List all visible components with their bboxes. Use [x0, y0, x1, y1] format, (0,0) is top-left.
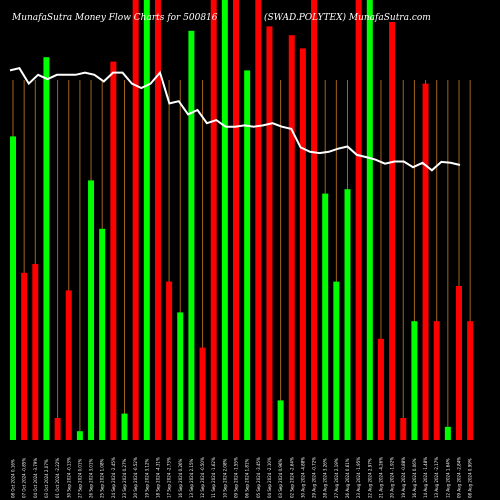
- money-flow-bar: [244, 70, 251, 441]
- money-flow-bar: [400, 418, 407, 440]
- money-flow-bar: [422, 83, 429, 440]
- money-flow-bar: [21, 272, 28, 440]
- money-flow-bar: [76, 431, 83, 440]
- date-label: 21 Aug 2024 -4.26%: [378, 457, 383, 498]
- money-flow-bar: [199, 347, 206, 440]
- money-flow-bar: [333, 281, 340, 440]
- date-label: 29 Aug 2024 -0.72%: [312, 457, 317, 498]
- money-flow-bar: [110, 61, 117, 440]
- date-label: 17 Sep 2024 -2.73%: [167, 457, 172, 498]
- money-flow-bar: [54, 418, 61, 440]
- date-label: 19 Aug 2024 -0.88%: [401, 457, 406, 498]
- money-flow-bars: [10, 0, 474, 441]
- money-flow-bar: [154, 0, 161, 440]
- date-label: 13 Aug 2024 -2.17%: [434, 457, 439, 498]
- date-label: 11 Sep 2024 -1.62%: [211, 457, 216, 498]
- chart-title-right: (SWAD.POLYTEX) MunafaSutra.com: [264, 12, 431, 23]
- date-label: 06 Sep 2024 1.81%: [245, 458, 250, 498]
- money-flow-bar: [255, 0, 262, 440]
- date-label: 04 Oct 2024 -3.79%: [33, 458, 38, 498]
- date-label: 24 Sep 2024 -2.45%: [111, 457, 116, 498]
- date-label: 22 Aug 2024 2.97%: [367, 458, 372, 498]
- money-flow-bar: [99, 228, 106, 440]
- money-flow-bar: [355, 0, 362, 440]
- money-flow-bar: [266, 26, 273, 441]
- chart-title-left: MunafaSutra Money Flow Charts for 500816: [11, 13, 218, 23]
- date-label: 04 Sep 2024 -2.10%: [267, 457, 272, 498]
- date-label: 27 Sep 2024 0.01%: [77, 458, 82, 498]
- date-label: 18 Sep 2024 -4.31%: [155, 457, 160, 498]
- date-label: 19 Sep 2024 3.12%: [144, 458, 149, 498]
- money-flow-bar: [444, 426, 451, 440]
- date-label: 02 Sep 2024 -2.64%: [289, 457, 294, 498]
- date-label: 09 Sep 2024 -1.55%: [234, 457, 239, 498]
- price-line: [9, 67, 461, 172]
- money-flow-bar: [188, 30, 195, 441]
- date-label: 13 Sep 2024 2.15%: [189, 458, 194, 498]
- date-label: 01 Oct 2024 -2.22%: [55, 458, 60, 498]
- money-flow-bar: [344, 189, 351, 440]
- money-flow-bar: [132, 0, 139, 440]
- date-label: 30 Aug 2024 -4.88%: [300, 457, 305, 498]
- date-labels: 08 Oct 2024 0.16% 07 Oct 2024 -0.85% 04 Oc…: [11, 457, 473, 498]
- date-label: 10 Sep 2024 2.08%: [222, 458, 227, 498]
- date-label: 14 Aug 2024 -1.48%: [423, 457, 428, 498]
- date-label: 12 Sep 2024 -0.50%: [200, 457, 205, 498]
- date-label: 26 Aug 2024 0.61%: [345, 458, 350, 498]
- date-label: 05 Sep 2024 -3.45%: [256, 457, 261, 498]
- money-flow-bar: [411, 321, 418, 440]
- money-flow-bar: [233, 0, 239, 440]
- money-flow-bar: [177, 312, 184, 440]
- money-flow-bar: [377, 338, 384, 440]
- money-flow-bar: [366, 0, 373, 440]
- money-flow-bar: [32, 264, 39, 440]
- date-label: 26 Sep 2024 3.01%: [89, 458, 94, 498]
- money-flow-bar: [311, 0, 318, 440]
- money-flow-bar: [210, 0, 217, 440]
- money-flow-bar: [322, 193, 329, 440]
- date-label: 16 Aug 2024 0.06%: [412, 458, 417, 498]
- money-flow-bar: [88, 180, 95, 440]
- money-flow-bar: [467, 321, 474, 440]
- date-label: 27 Aug 2024 2.19%: [334, 458, 339, 498]
- money-flow-bar: [121, 413, 128, 440]
- money-flow-bar: [143, 0, 150, 440]
- date-label: 08 Oct 2024 0.16%: [11, 459, 16, 498]
- money-flow-bar: [456, 286, 462, 440]
- money-flow-bar: [389, 22, 396, 440]
- date-label: 03 Sep 2024 0.96%: [278, 458, 283, 498]
- date-label: 30 Sep 2024 -0.13%: [66, 457, 71, 498]
- money-flow-bar: [43, 57, 50, 440]
- money-flow-bar: [288, 35, 295, 440]
- date-label: 23 Sep 2024 0.27%: [122, 458, 127, 498]
- money-flow-bar: [65, 290, 72, 440]
- date-label: 03 Oct 2024 2.07%: [44, 459, 49, 498]
- date-label: 09 Aug 2024 -2.84%: [457, 457, 462, 498]
- date-label: 08 Aug 2024 0.99%: [468, 458, 473, 498]
- date-label: 23 Aug 2024 -1.95%: [356, 457, 361, 498]
- money-flow-bar: [10, 136, 16, 440]
- money-flow-bar: [299, 48, 306, 441]
- date-label: 20 Aug 2024 -1.92%: [390, 457, 395, 498]
- date-label: 07 Oct 2024 -0.85%: [22, 458, 27, 498]
- money-flow-bar: [221, 0, 228, 440]
- money-flow-bar: [433, 321, 440, 440]
- money-flow-bar: [277, 400, 284, 440]
- date-label: 16 Sep 2024 0.26%: [178, 458, 183, 498]
- date-label: 20 Sep 2024 -0.52%: [133, 457, 138, 498]
- date-label: 12 Aug 2024 1.64%: [445, 458, 450, 498]
- date-label: 25 Sep 2024 1.08%: [100, 458, 105, 498]
- date-label: 28 Aug 2024 3.26%: [323, 458, 328, 498]
- money-flow-bar: [166, 281, 173, 440]
